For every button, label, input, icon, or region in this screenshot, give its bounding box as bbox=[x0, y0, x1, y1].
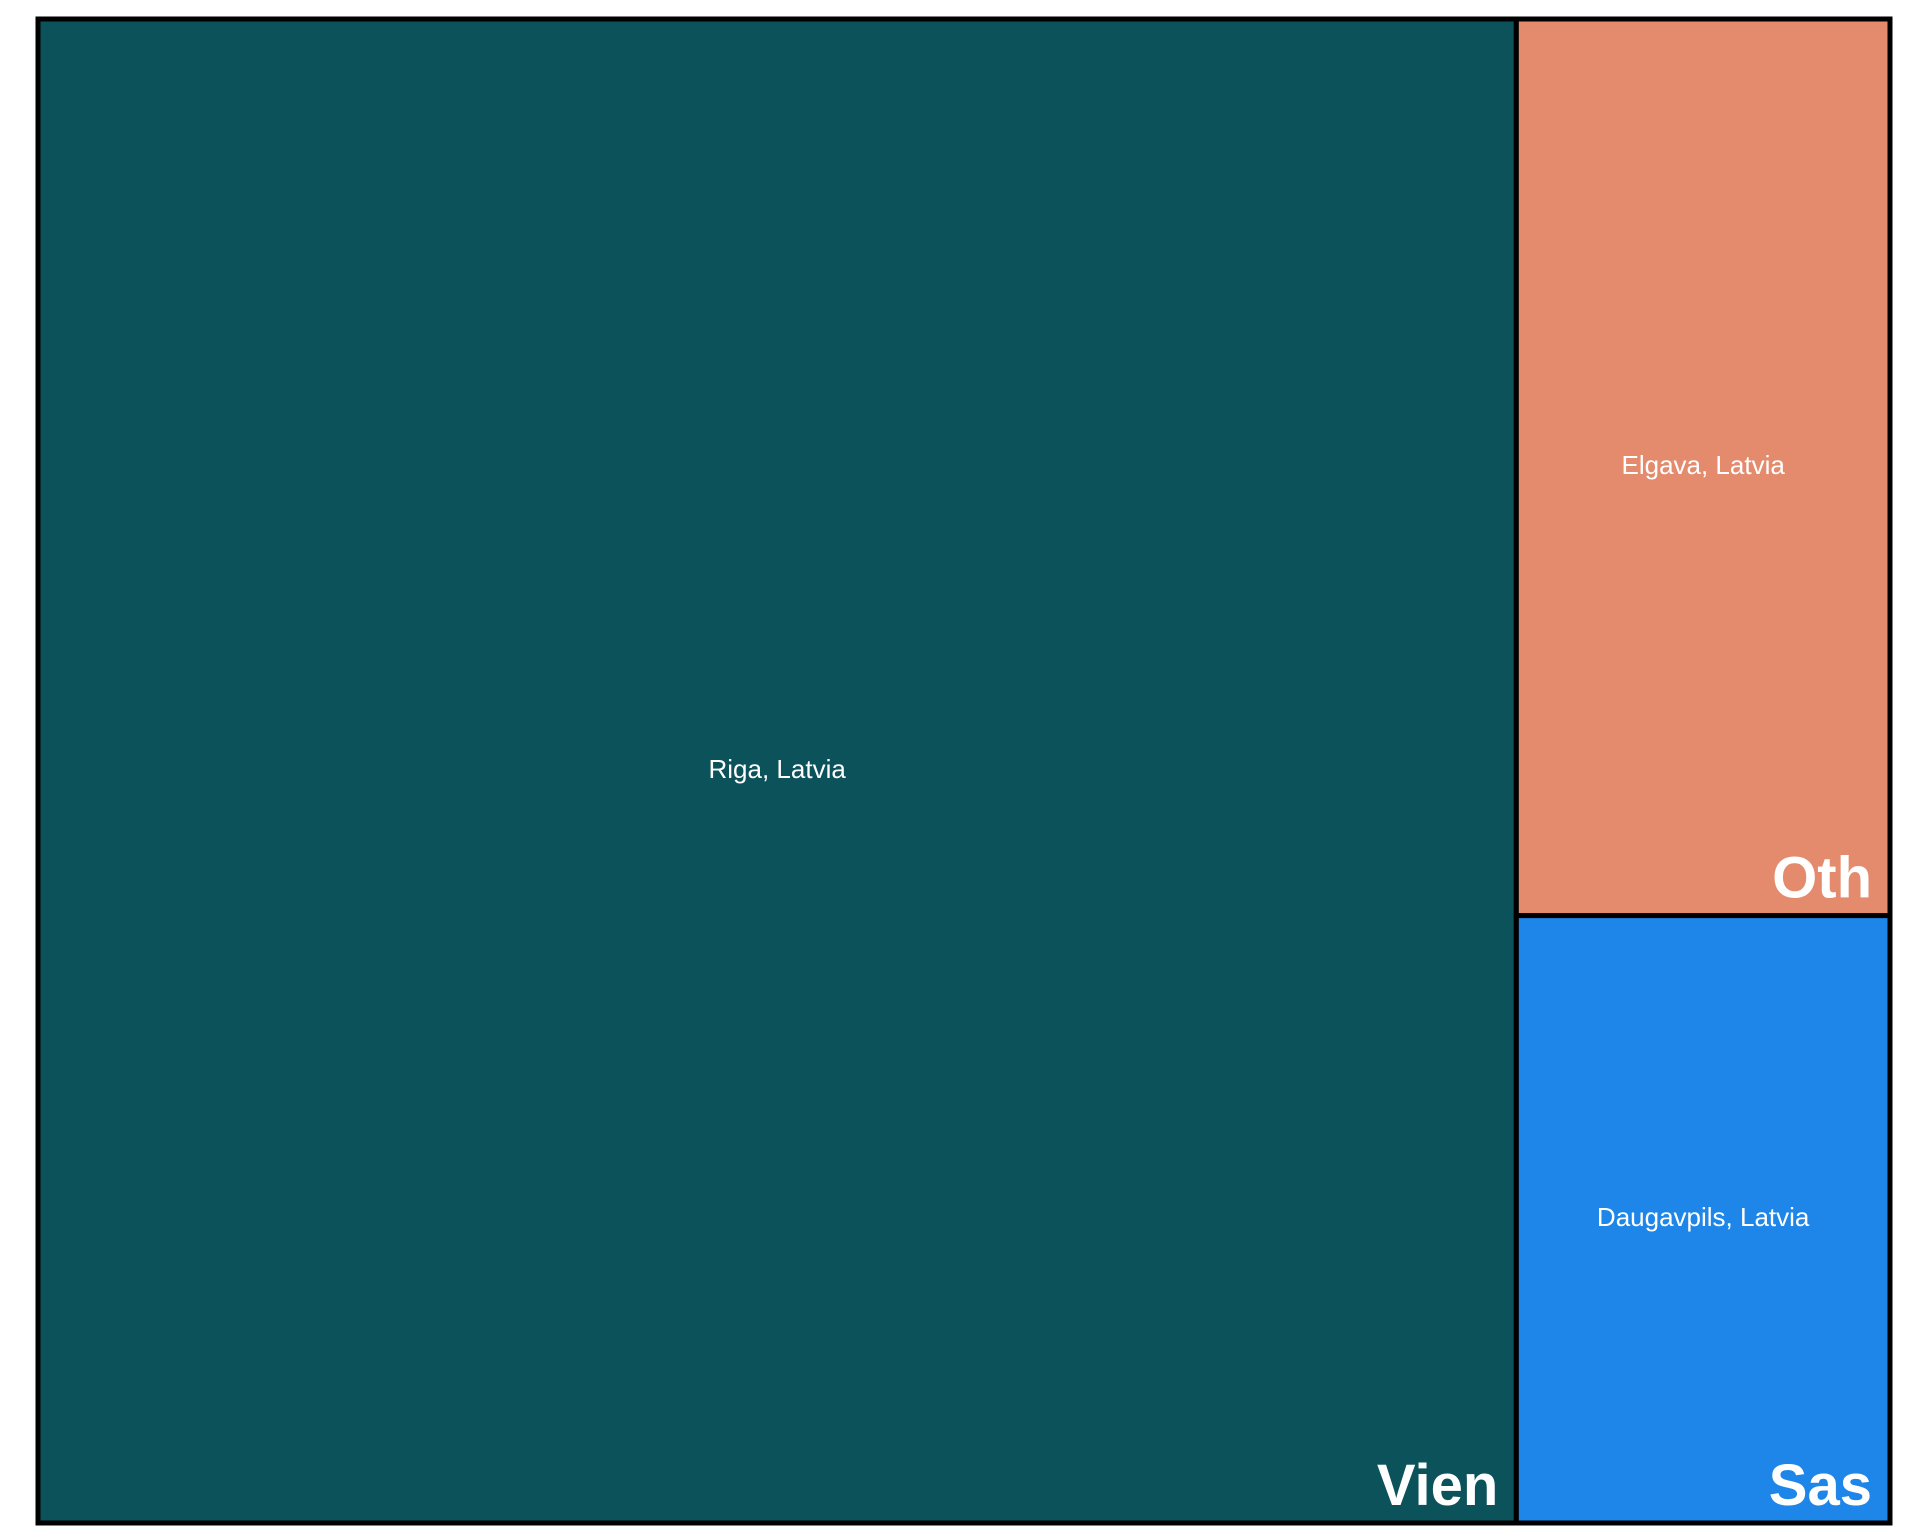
group-label: Oth bbox=[1772, 846, 1872, 911]
tile-label: Riga, Latvia bbox=[709, 754, 847, 784]
treemap-tile-sas bbox=[1513, 913, 1893, 1526]
group-label: Sas bbox=[1769, 1453, 1872, 1518]
group-label: Vien bbox=[1377, 1453, 1498, 1518]
treemap-tile-oth bbox=[1513, 16, 1893, 919]
treemap-tile-vien bbox=[35, 16, 1519, 1526]
treemap-tiles: Riga, Latvia Vien Elgava, Latvia Oth Daugavp… bbox=[35, 16, 1893, 1526]
tile-label: Daugavpils, Latvia bbox=[1597, 1202, 1810, 1232]
treemap-frame bbox=[35, 16, 1893, 1526]
tile-label: Elgava, Latvia bbox=[1621, 450, 1785, 480]
